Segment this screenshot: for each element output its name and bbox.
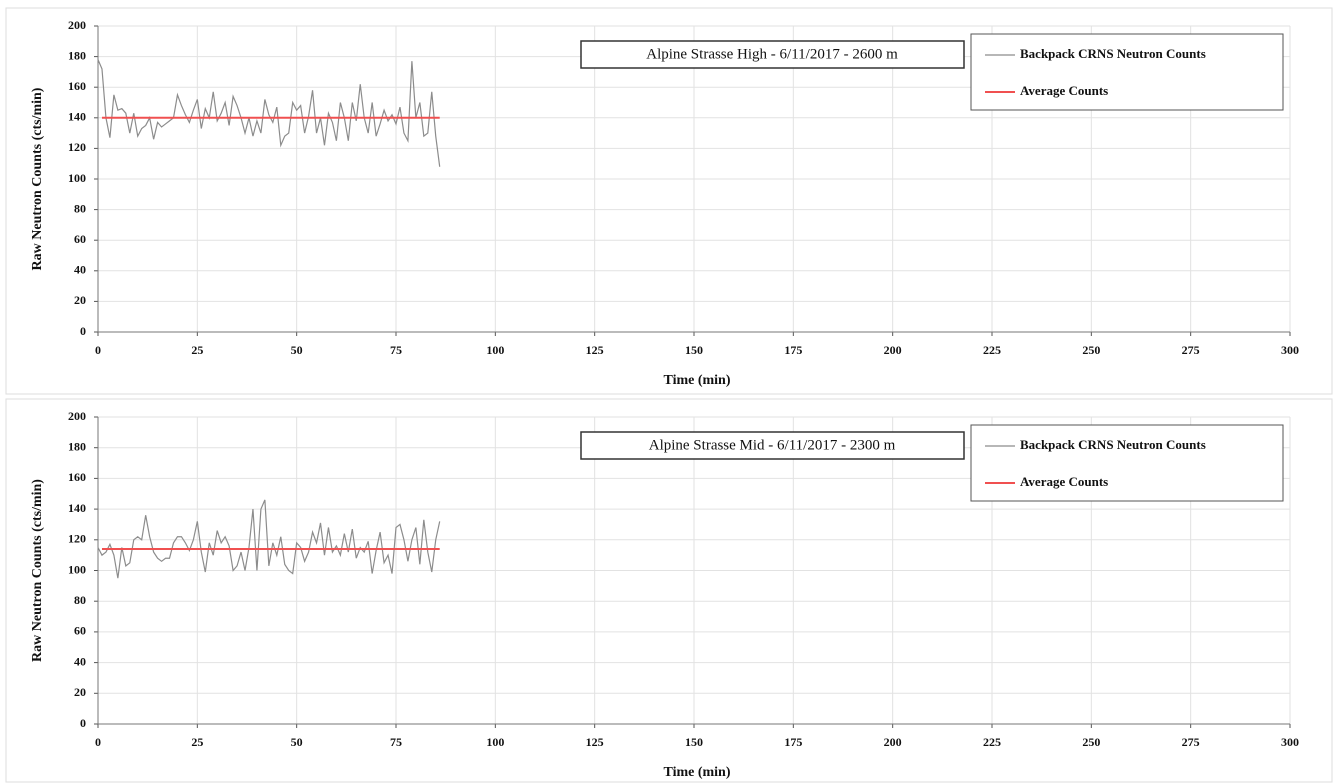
y-tick-label: 100 (68, 562, 86, 576)
y-tick-label: 0 (80, 324, 86, 338)
y-tick-label: 80 (74, 201, 86, 215)
legend-box (970, 33, 1284, 111)
x-tick-label: 100 (486, 343, 504, 357)
x-tick-label: 50 (291, 343, 303, 357)
x-tick-label: 200 (884, 735, 902, 749)
x-tick-label: 0 (95, 735, 101, 749)
x-tick-label: 225 (983, 343, 1001, 357)
x-tick-label: 250 (1082, 735, 1100, 749)
legend-label: Average Counts (1020, 474, 1108, 489)
y-tick-label: 180 (68, 48, 86, 62)
x-tick-label: 25 (191, 735, 203, 749)
x-tick-label: 275 (1182, 343, 1200, 357)
x-tick-label: 250 (1082, 343, 1100, 357)
title-box (580, 431, 965, 460)
x-tick-label: 300 (1281, 343, 1299, 357)
x-tick-label: 225 (983, 735, 1001, 749)
x-tick-label: 175 (784, 735, 802, 749)
x-tick-label: 150 (685, 343, 703, 357)
chart-title: Alpine Strasse High - 6/11/2017 - 2600 m (646, 46, 898, 62)
y-tick-label: 60 (74, 624, 86, 638)
x-tick-label: 125 (586, 343, 604, 357)
y-tick-label: 140 (68, 501, 86, 515)
x-axis-label: Time (min) (663, 765, 730, 780)
y-tick-label: 100 (68, 171, 86, 185)
x-tick-label: 50 (291, 735, 303, 749)
x-tick-label: 275 (1182, 735, 1200, 749)
x-tick-label: 200 (884, 343, 902, 357)
data-line (97, 499, 441, 579)
x-tick-label: 75 (390, 343, 402, 357)
y-tick-label: 200 (68, 18, 86, 32)
y-tick-label: 60 (74, 232, 86, 246)
legend-label: Backpack CRNS Neutron Counts (1020, 46, 1206, 61)
data-line (97, 59, 441, 167)
title-box (580, 40, 965, 69)
legend-label: Backpack CRNS Neutron Counts (1020, 437, 1206, 452)
y-tick-label: 20 (74, 293, 86, 307)
y-tick-label: 40 (74, 263, 86, 277)
chart-title: Alpine Strasse Mid - 6/11/2017 - 2300 m (649, 437, 896, 453)
x-tick-label: 100 (486, 735, 504, 749)
y-tick-label: 120 (68, 140, 86, 154)
y-tick-label: 200 (68, 409, 86, 423)
y-tick-label: 40 (74, 654, 86, 668)
y-tick-label: 120 (68, 532, 86, 546)
y-tick-label: 140 (68, 110, 86, 124)
x-tick-label: 75 (390, 735, 402, 749)
y-tick-label: 80 (74, 593, 86, 607)
x-tick-label: 300 (1281, 735, 1299, 749)
x-tick-label: 125 (586, 735, 604, 749)
y-tick-label: 0 (80, 716, 86, 730)
x-tick-label: 175 (784, 343, 802, 357)
x-tick-label: 0 (95, 343, 101, 357)
x-axis-label: Time (min) (663, 373, 730, 388)
y-tick-label: 160 (68, 470, 86, 484)
legend-box (970, 424, 1284, 502)
y-tick-label: 180 (68, 439, 86, 453)
y-tick-label: 160 (68, 79, 86, 93)
x-tick-label: 25 (191, 343, 203, 357)
legend-label: Average Counts (1020, 83, 1108, 98)
y-tick-label: 20 (74, 685, 86, 699)
x-tick-label: 150 (685, 735, 703, 749)
y-axis-label: Raw Neutron Counts (cts/min) (30, 87, 45, 270)
y-axis-label: Raw Neutron Counts (cts/min) (30, 479, 45, 662)
